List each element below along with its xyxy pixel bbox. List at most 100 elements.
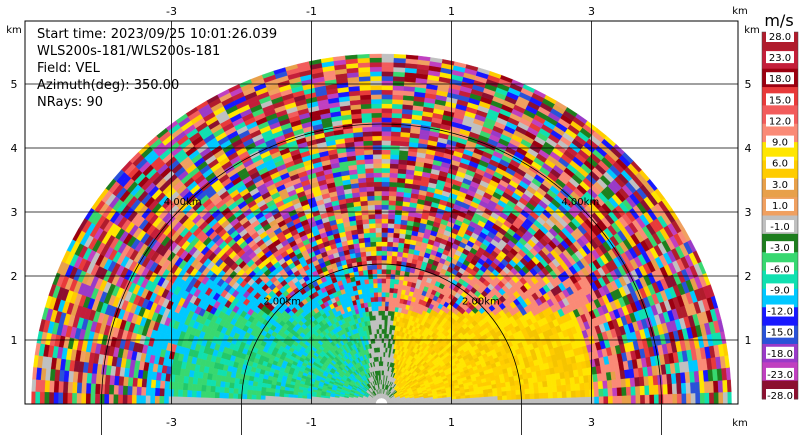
velocity-gate	[516, 399, 521, 404]
velocity-gate	[357, 169, 366, 174]
velocity-gate	[612, 379, 617, 388]
velocity-gate	[370, 76, 381, 81]
velocity-gate	[396, 187, 404, 192]
velocity-gate	[382, 301, 386, 306]
velocity-gate	[557, 391, 562, 398]
velocity-gate	[395, 201, 402, 206]
velocity-gate	[361, 205, 368, 210]
velocity-gate	[548, 386, 553, 392]
velocity-gate	[393, 62, 405, 67]
velocity-gate	[548, 392, 553, 398]
velocity-gate	[382, 168, 390, 173]
velocity-gate	[382, 127, 392, 132]
velocity-gate	[640, 395, 645, 404]
velocity-gate	[382, 320, 385, 325]
velocity-gate	[511, 395, 516, 400]
velocity-gate	[382, 85, 393, 90]
velocity-gate	[617, 387, 622, 396]
velocity-gate	[392, 90, 403, 95]
velocity-gate	[374, 196, 381, 201]
velocity-gate	[397, 182, 405, 187]
velocity-gate	[373, 163, 381, 168]
velocity-gate	[394, 279, 399, 284]
velocity-gate	[382, 140, 391, 145]
velocity-gate	[668, 394, 673, 404]
velocity-gate	[727, 380, 731, 392]
velocity-gate	[363, 141, 372, 146]
velocity-gate	[382, 338, 384, 343]
velocity-gate	[728, 392, 732, 404]
velocity-gate	[393, 293, 397, 298]
velocity-gate	[382, 219, 389, 224]
velocity-gate	[387, 242, 393, 247]
velocity-gate	[506, 386, 511, 391]
velocity-gate	[599, 389, 604, 397]
velocity-gate	[535, 399, 540, 405]
velocity-gate	[704, 381, 709, 393]
velocity-gate	[371, 246, 377, 251]
velocity-gate	[373, 145, 382, 150]
velocity-gate	[686, 382, 691, 393]
velocity-gate	[357, 58, 369, 63]
velocity-gate	[562, 391, 567, 398]
velocity-gate	[612, 388, 617, 396]
velocity-gate	[534, 393, 539, 399]
velocity-gate	[382, 196, 389, 201]
velocity-gate	[362, 265, 367, 270]
velocity-gate	[654, 385, 659, 395]
velocity-gate	[360, 196, 368, 201]
velocity-gate	[393, 76, 405, 81]
velocity-gate	[378, 311, 381, 316]
velocity-gate	[584, 382, 589, 390]
velocity-gate	[393, 85, 404, 90]
velocity-gate	[395, 210, 402, 215]
velocity-gate	[370, 67, 382, 72]
velocity-gate	[361, 210, 368, 215]
velocity-gate	[650, 395, 655, 405]
velocity-gate	[378, 297, 382, 302]
velocity-gate	[382, 334, 385, 339]
velocity-gate	[389, 200, 396, 205]
velocity-gate	[553, 398, 558, 404]
velocity-gate	[371, 99, 382, 104]
velocity-gate	[379, 324, 382, 329]
velocity-gate	[493, 392, 498, 396]
velocity-gate	[358, 72, 370, 77]
velocity-gate	[390, 150, 399, 155]
velocity-gate	[398, 159, 407, 164]
velocity-gate	[364, 237, 370, 242]
velocity-gate	[389, 191, 397, 196]
velocity-gate	[539, 398, 544, 404]
velocity-gate	[387, 256, 392, 261]
velocity-gate	[709, 392, 714, 404]
velocity-gate	[363, 136, 373, 141]
velocity-gate	[388, 219, 395, 224]
velocity-gate	[382, 251, 387, 256]
velocity-gate	[382, 200, 389, 205]
velocity-gate	[390, 159, 399, 164]
velocity-gate	[673, 394, 678, 404]
velocity-gate	[594, 389, 599, 397]
velocity-gate	[626, 387, 631, 396]
velocity-gate	[361, 256, 367, 261]
velocity-gate	[367, 196, 374, 201]
velocity-gate	[385, 292, 389, 297]
velocity-gate	[363, 228, 369, 233]
velocity-gate	[511, 390, 516, 395]
velocity-gate	[357, 229, 364, 234]
velocity-gate	[382, 94, 393, 99]
velocity-gate	[382, 67, 394, 72]
velocity-gate	[567, 397, 572, 404]
velocity-gate	[382, 361, 384, 366]
velocity-gate	[613, 396, 618, 404]
velocity-gate	[374, 302, 378, 307]
velocity-gate	[372, 265, 377, 270]
velocity-gate	[475, 401, 480, 404]
velocity-gate	[571, 384, 576, 391]
velocity-gate	[389, 293, 393, 298]
velocity-gate	[391, 270, 396, 275]
velocity-gate	[690, 382, 695, 393]
velocity-gate	[382, 136, 391, 141]
velocity-gate	[388, 311, 392, 316]
